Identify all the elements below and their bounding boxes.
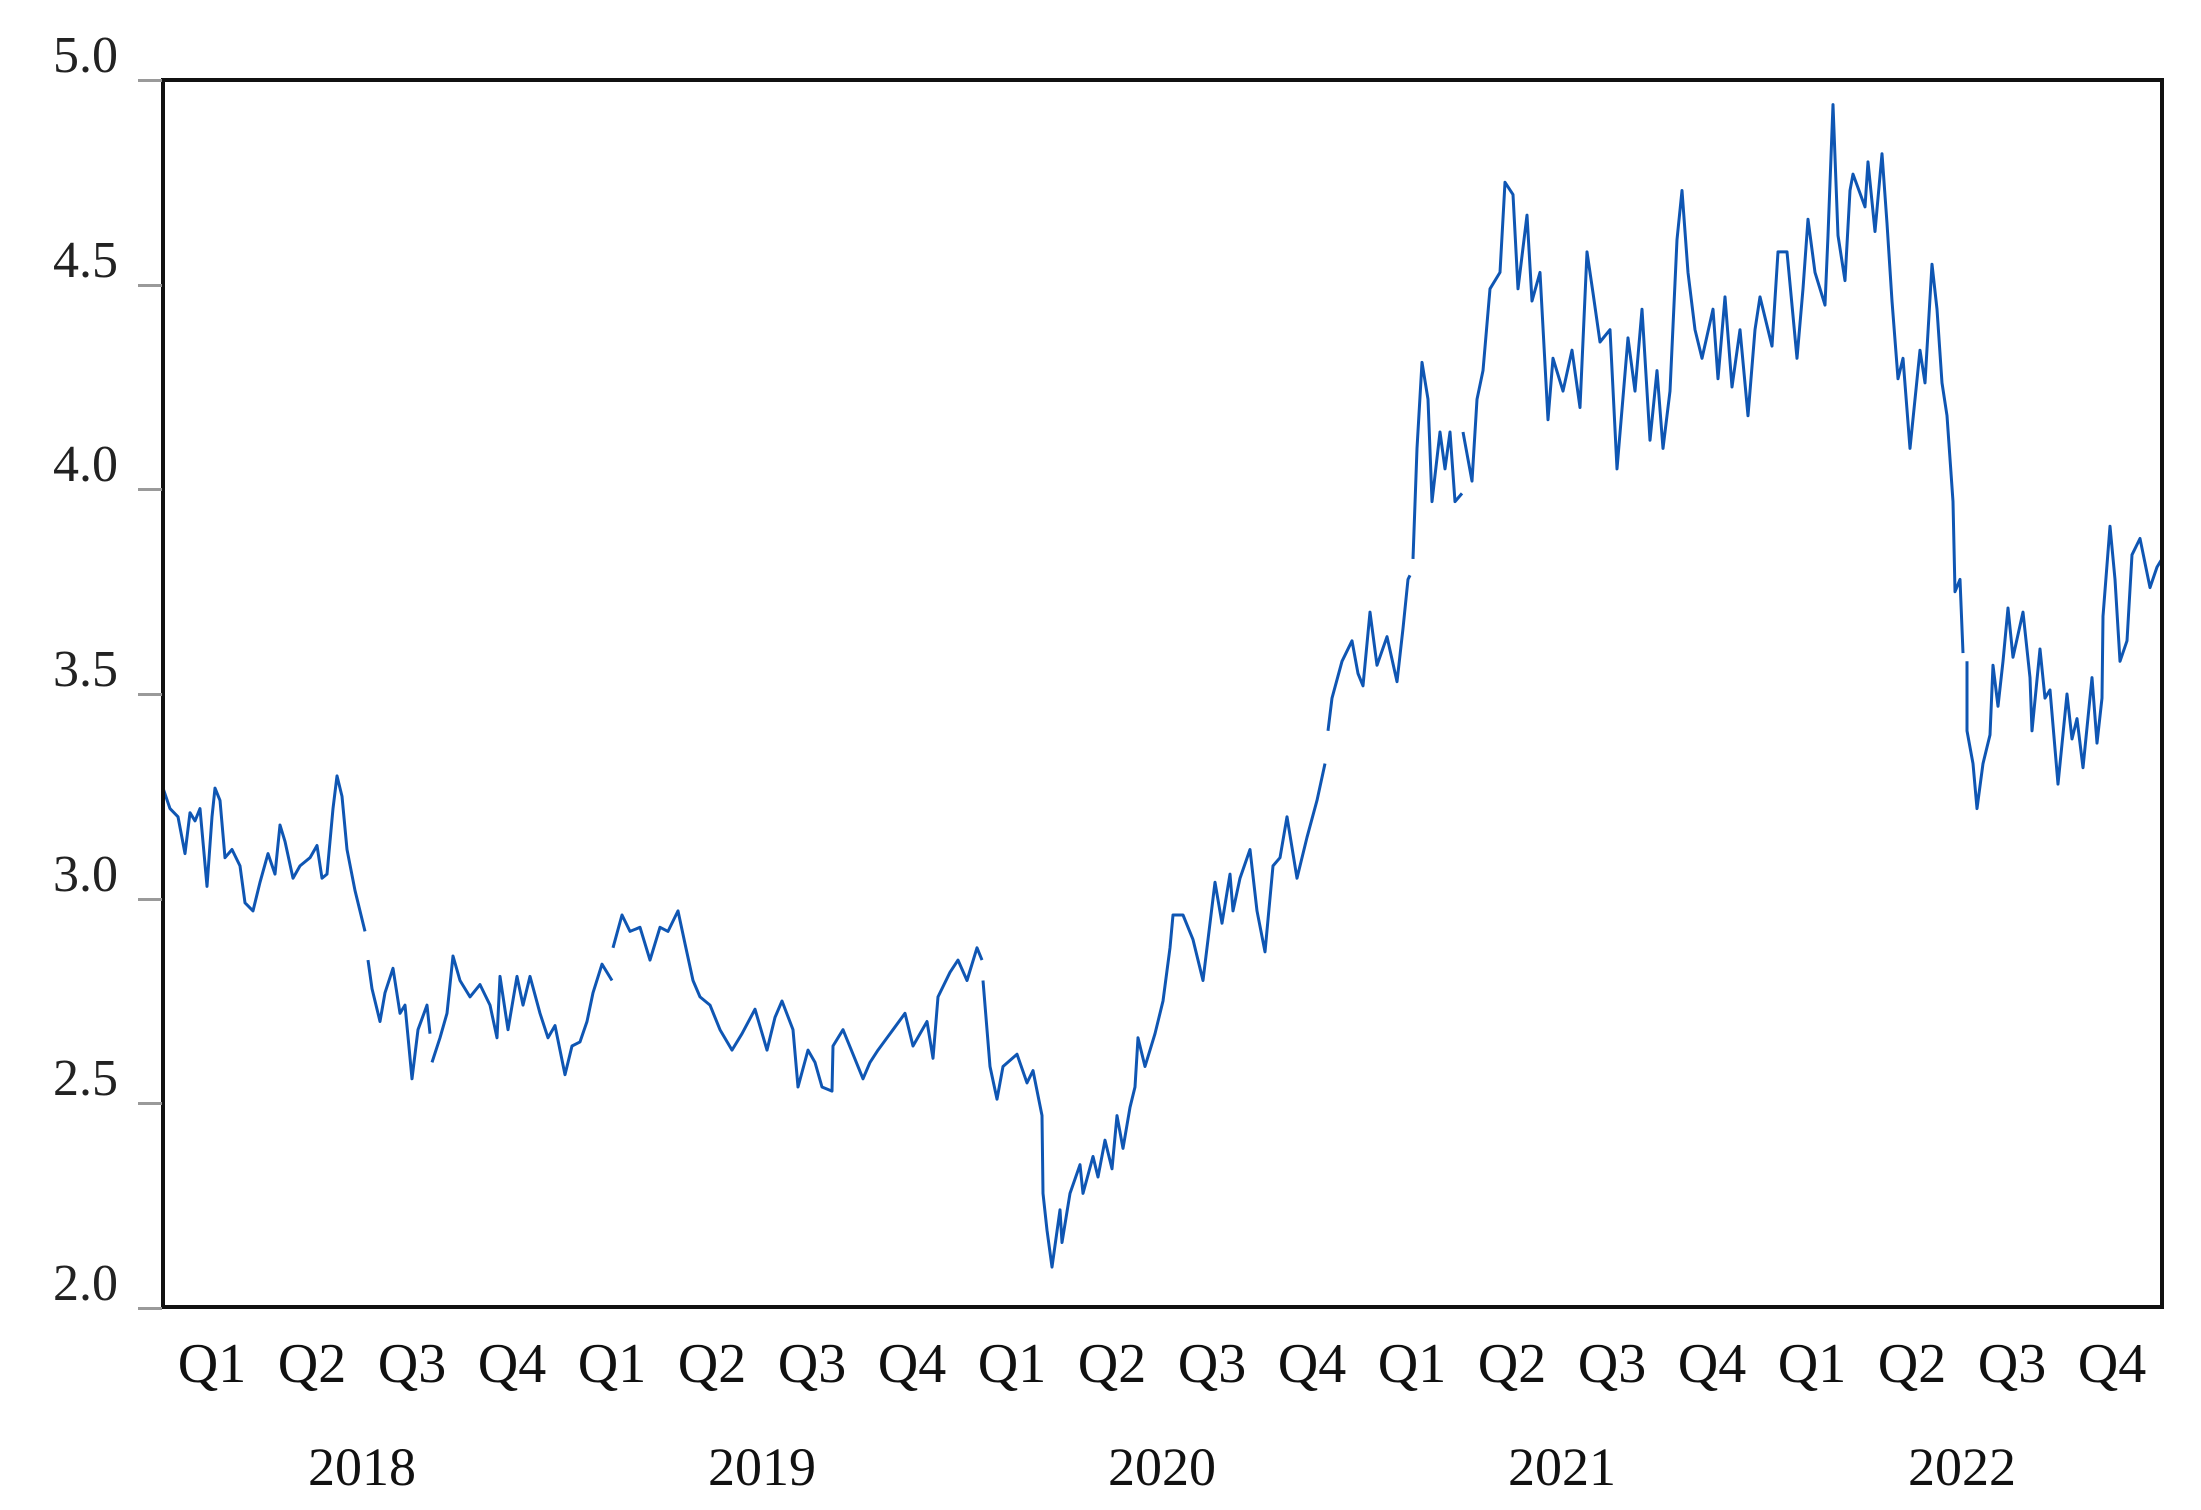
x-tick-label-quarter: Q2 [1877, 1333, 1947, 1395]
data-series-line [430, 954, 614, 1077]
x-tick-label-quarter: Q1 [577, 1333, 647, 1395]
x-tick-label-quarter: Q1 [177, 1333, 247, 1395]
x-tick-label-quarter: Q2 [677, 1333, 747, 1395]
x-tick-label-quarter: Q3 [1577, 1333, 1647, 1395]
data-series-line [1965, 524, 2164, 811]
x-tick-label-year: 2019 [708, 1437, 816, 1497]
x-tick-label-quarter: Q4 [1677, 1333, 1747, 1395]
data-series-line [161, 774, 367, 932]
data-series-line [1411, 360, 1464, 559]
x-tick-label-quarter: Q4 [1277, 1333, 1347, 1395]
y-tick-label: 3.0 [53, 845, 118, 903]
x-tick-label-quarter: Q4 [877, 1333, 947, 1395]
y-tick-mark [138, 693, 162, 696]
x-tick-label-quarter: Q1 [1777, 1333, 1847, 1395]
x-tick-label-year: 2020 [1108, 1437, 1216, 1497]
x-tick-label-quarter: Q3 [1977, 1333, 2047, 1395]
y-tick-mark [138, 488, 162, 492]
y-tick-label: 2.5 [53, 1050, 118, 1108]
x-tick-label-quarter: Q1 [1377, 1333, 1447, 1395]
y-tick-label: 5.0 [53, 27, 118, 84]
x-tick-label-quarter: Q4 [477, 1333, 547, 1395]
y-tick-label: 3.5 [53, 641, 118, 698]
x-tick-label-quarter: Q4 [2077, 1333, 2147, 1395]
data-series-line [1461, 103, 1965, 654]
data-series-line [611, 909, 984, 1093]
x-tick-label-quarter: Q2 [1477, 1333, 1547, 1395]
y-tick-mark [138, 1307, 162, 1310]
x-tick-label-year: 2021 [1508, 1437, 1616, 1497]
data-series-line [366, 959, 432, 1081]
plot-area-frame [161, 78, 2164, 1309]
x-tick-label-year: 2022 [1908, 1437, 2016, 1497]
y-tick-mark [138, 283, 162, 287]
y-tick-label: 2.0 [53, 1255, 118, 1312]
y-tick-mark [138, 79, 162, 82]
x-tick-label-quarter: Q2 [277, 1333, 347, 1395]
x-tick-label-quarter: Q3 [1177, 1333, 1247, 1395]
x-tick-label-year: 2018 [308, 1437, 416, 1497]
y-tick-label: 4.0 [53, 436, 118, 494]
x-tick-label-quarter: Q3 [377, 1333, 447, 1395]
x-tick-label-quarter: Q3 [777, 1333, 847, 1395]
y-tick-mark [138, 1102, 162, 1106]
x-tick-label-quarter: Q2 [1077, 1333, 1147, 1395]
y-tick-mark [138, 897, 162, 901]
x-tick-label-quarter: Q1 [977, 1333, 1047, 1395]
y-tick-label: 4.5 [53, 231, 118, 289]
data-series-line [981, 763, 1327, 1269]
data-series-line [1326, 574, 1412, 731]
